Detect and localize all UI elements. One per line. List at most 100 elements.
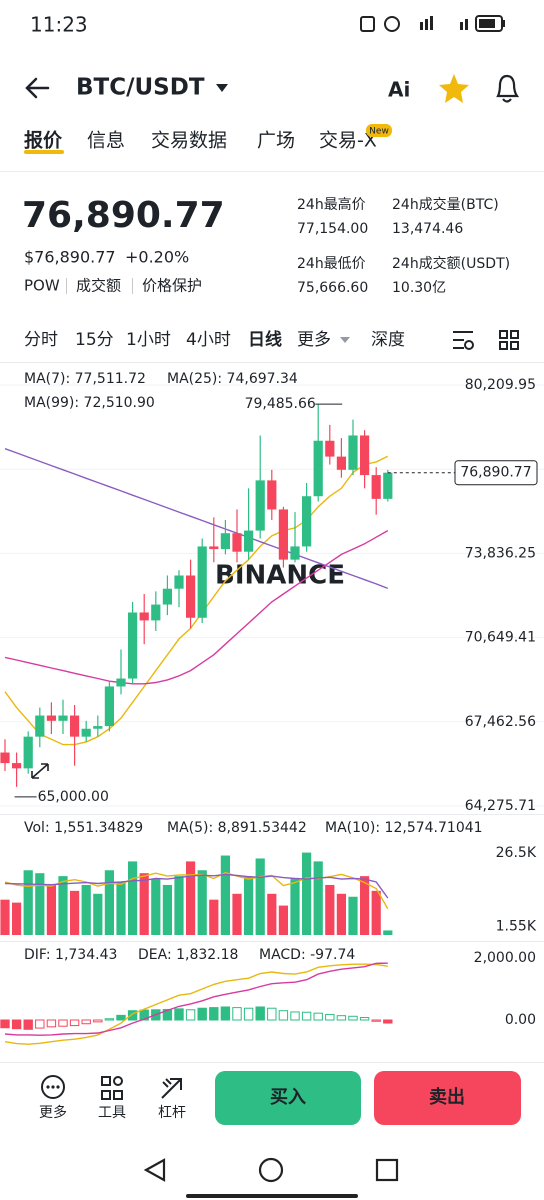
macd-bar xyxy=(359,1017,370,1021)
tools-icon[interactable] xyxy=(101,1076,123,1100)
price-tag[interactable]: 成交额 xyxy=(76,277,121,295)
tab[interactable]: 广场 xyxy=(257,130,295,152)
layout-icon[interactable] xyxy=(499,330,508,339)
volume-bar xyxy=(313,861,323,935)
macd-bar xyxy=(209,1007,219,1021)
last-price-label: 76,890.77 xyxy=(460,465,531,481)
macd-bar xyxy=(81,1019,91,1025)
nfc-icon xyxy=(360,16,375,32)
battery-tip xyxy=(503,20,505,27)
new-badge-text: New xyxy=(369,127,389,137)
macd-bar xyxy=(139,1009,149,1021)
candle-body xyxy=(58,715,68,721)
y-tick-label: 67,462.56 xyxy=(465,714,536,730)
macd-bar xyxy=(35,1019,45,1029)
high-label: 79,485.66 xyxy=(245,396,316,412)
interval-tab[interactable]: 4小时 xyxy=(186,330,231,350)
y-tick-label: 80,209.95 xyxy=(465,377,536,393)
back-button[interactable] xyxy=(25,77,50,99)
volume-bar xyxy=(383,930,393,935)
indicator-icon-dot xyxy=(464,340,474,350)
more-icon[interactable] xyxy=(41,1075,65,1099)
macd-bar xyxy=(383,1019,393,1024)
macd-bar xyxy=(23,1019,33,1030)
sell-button[interactable] xyxy=(374,1071,521,1125)
macd-bar xyxy=(162,1008,173,1021)
ma-line xyxy=(4,455,389,746)
candle-body xyxy=(93,726,103,729)
nav-recent[interactable] xyxy=(375,1158,399,1182)
interval-tab[interactable]: 更多 xyxy=(297,330,331,350)
y-tick-label: 64,275.71 xyxy=(465,798,536,814)
macd-bar xyxy=(313,1012,323,1021)
macd-bar xyxy=(127,1010,138,1021)
volume-bar xyxy=(151,879,161,935)
macd-legend: DEA: 1,832.18 xyxy=(138,947,238,963)
buy-button[interactable] xyxy=(215,1071,361,1125)
stat-value: 10.30亿 xyxy=(392,280,446,296)
macd-line xyxy=(4,962,388,1036)
fullscreen-icon[interactable] xyxy=(31,763,49,779)
tab[interactable]: 报价 xyxy=(24,129,63,152)
macd-line xyxy=(4,963,388,1045)
price-tag[interactable]: POW xyxy=(24,277,60,295)
pair-dropdown[interactable] xyxy=(216,84,228,92)
divider xyxy=(0,171,544,172)
candle-body xyxy=(197,546,207,618)
signal xyxy=(420,22,423,30)
interval-tab[interactable]: 1小时 xyxy=(126,330,171,350)
macd-bar xyxy=(278,1010,289,1021)
candle-body xyxy=(336,456,346,470)
candle-body xyxy=(128,612,138,679)
tab[interactable]: 交易数据 xyxy=(151,130,227,152)
candle-body xyxy=(186,575,196,618)
pair-title: BTC/USDT xyxy=(76,75,205,101)
price-change: +0.20% xyxy=(125,248,189,267)
bell-icon[interactable] xyxy=(496,74,520,103)
nav-home[interactable] xyxy=(258,1157,284,1183)
sell-label[interactable]: 卖出 xyxy=(429,1086,465,1108)
signal xyxy=(430,16,433,30)
interval-tab[interactable]: 15分 xyxy=(75,330,114,350)
tool-label[interactable]: 更多 xyxy=(39,1104,67,1121)
candle-body xyxy=(360,435,370,476)
stat-value: 13,474.46 xyxy=(392,221,463,237)
layout-icon xyxy=(510,341,519,350)
indicator-icon[interactable] xyxy=(453,331,473,349)
layout-icon xyxy=(510,330,519,339)
tool-label[interactable]: 工具 xyxy=(98,1105,126,1121)
stat-value: 77,154.00 xyxy=(297,221,368,237)
volume-bar xyxy=(290,879,300,935)
divider xyxy=(0,362,544,363)
volume-bar xyxy=(139,873,149,935)
panel-divider xyxy=(0,941,544,942)
macd-bar xyxy=(371,1019,381,1022)
volume-bar xyxy=(325,884,335,935)
alarm-icon xyxy=(384,16,400,32)
candle-body xyxy=(220,533,230,550)
price-tag[interactable]: 价格保护 xyxy=(142,277,202,295)
y-tick-label: 26.5K xyxy=(496,845,537,861)
favorite-star[interactable] xyxy=(439,74,469,103)
ai-button[interactable]: Ai xyxy=(388,78,410,102)
tool-label[interactable]: 杠杆 xyxy=(158,1105,186,1121)
volume-bar xyxy=(46,884,56,935)
tab[interactable]: 信息 xyxy=(87,130,125,152)
candle-body xyxy=(0,752,10,764)
nav-back[interactable] xyxy=(143,1158,166,1182)
macd-bar xyxy=(336,1015,347,1021)
y-tick-label: 1.55K xyxy=(496,918,537,934)
interval-tab[interactable]: 分时 xyxy=(24,330,58,350)
tab[interactable]: 交易-X xyxy=(319,130,377,152)
interval-tab[interactable]: 深度 xyxy=(371,330,405,350)
volume-bar xyxy=(104,870,114,935)
interval-tab[interactable]: 日线 xyxy=(248,329,282,350)
tag-separator xyxy=(66,278,67,294)
volume-bar xyxy=(81,884,91,935)
buy-label[interactable]: 买入 xyxy=(270,1087,306,1108)
macd-bar xyxy=(116,1014,126,1021)
volume-bar xyxy=(197,870,207,935)
leverage-icon[interactable] xyxy=(161,1078,182,1099)
volume-legend: MA(10): 12,574.71041 xyxy=(325,820,483,836)
chart-tools[interactable] xyxy=(453,330,519,350)
